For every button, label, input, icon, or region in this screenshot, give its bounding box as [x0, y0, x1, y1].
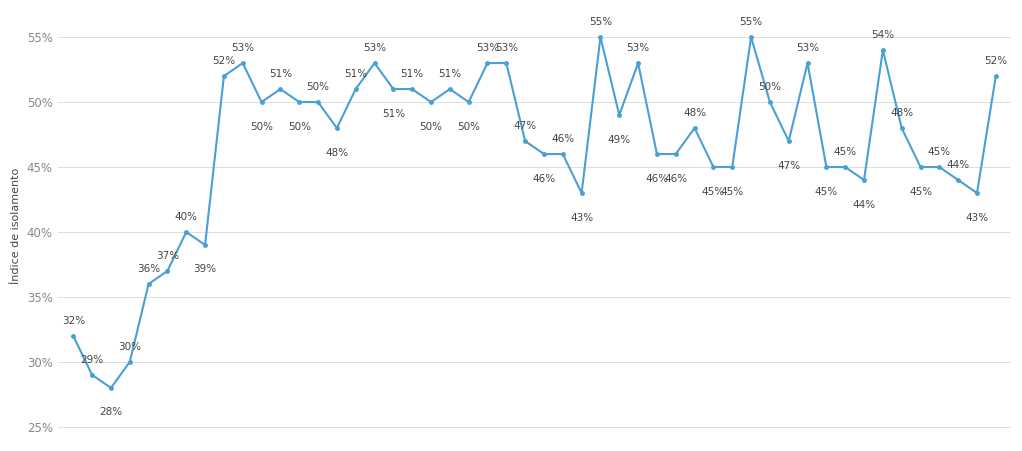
Text: 45%: 45% — [815, 187, 838, 197]
Text: 50%: 50% — [288, 122, 311, 132]
Text: 53%: 53% — [796, 43, 819, 53]
Text: 51%: 51% — [401, 69, 424, 78]
Text: 48%: 48% — [890, 108, 914, 118]
Text: 43%: 43% — [570, 212, 593, 222]
Text: 46%: 46% — [664, 174, 688, 184]
Text: 51%: 51% — [269, 69, 292, 78]
Text: 40%: 40% — [175, 212, 197, 221]
Text: 36%: 36% — [137, 263, 160, 274]
Text: 48%: 48% — [325, 147, 349, 157]
Text: 52%: 52% — [984, 55, 1008, 66]
Text: 50%: 50% — [419, 122, 443, 132]
Text: 49%: 49% — [608, 134, 631, 145]
Text: 44%: 44% — [946, 160, 970, 170]
Text: 46%: 46% — [645, 174, 668, 184]
Text: 55%: 55% — [740, 17, 762, 27]
Text: 51%: 51% — [382, 109, 405, 119]
Text: 53%: 53% — [626, 43, 650, 53]
Text: 46%: 46% — [551, 133, 574, 143]
Text: 45%: 45% — [909, 187, 932, 197]
Text: 50%: 50% — [758, 82, 782, 92]
Text: 53%: 53% — [495, 43, 518, 53]
Text: 32%: 32% — [61, 316, 85, 326]
Text: 53%: 53% — [363, 43, 386, 53]
Text: 47%: 47% — [777, 161, 800, 170]
Text: 43%: 43% — [966, 212, 988, 222]
Text: 47%: 47% — [514, 121, 537, 131]
Text: 51%: 51% — [438, 69, 461, 78]
Text: 37%: 37% — [156, 251, 179, 261]
Y-axis label: Índice de isolamento: Índice de isolamento — [11, 167, 21, 284]
Text: 51%: 51% — [344, 69, 367, 78]
Text: 45%: 45% — [721, 187, 744, 197]
Text: 46%: 46% — [532, 174, 556, 184]
Text: 50%: 50% — [250, 122, 273, 132]
Text: 44%: 44% — [852, 199, 876, 210]
Text: 29%: 29% — [81, 354, 103, 364]
Text: 50%: 50% — [307, 82, 329, 92]
Text: 50%: 50% — [457, 122, 480, 132]
Text: 55%: 55% — [589, 17, 612, 27]
Text: 52%: 52% — [213, 55, 235, 66]
Text: 45%: 45% — [834, 147, 856, 156]
Text: 45%: 45% — [928, 147, 950, 156]
Text: 45%: 45% — [702, 187, 725, 197]
Text: 39%: 39% — [193, 264, 217, 275]
Text: 30%: 30% — [119, 341, 141, 351]
Text: 48%: 48% — [683, 108, 706, 118]
Text: 54%: 54% — [872, 30, 894, 40]
Text: 53%: 53% — [231, 43, 254, 53]
Text: 53%: 53% — [476, 43, 499, 53]
Text: 28%: 28% — [99, 407, 123, 418]
